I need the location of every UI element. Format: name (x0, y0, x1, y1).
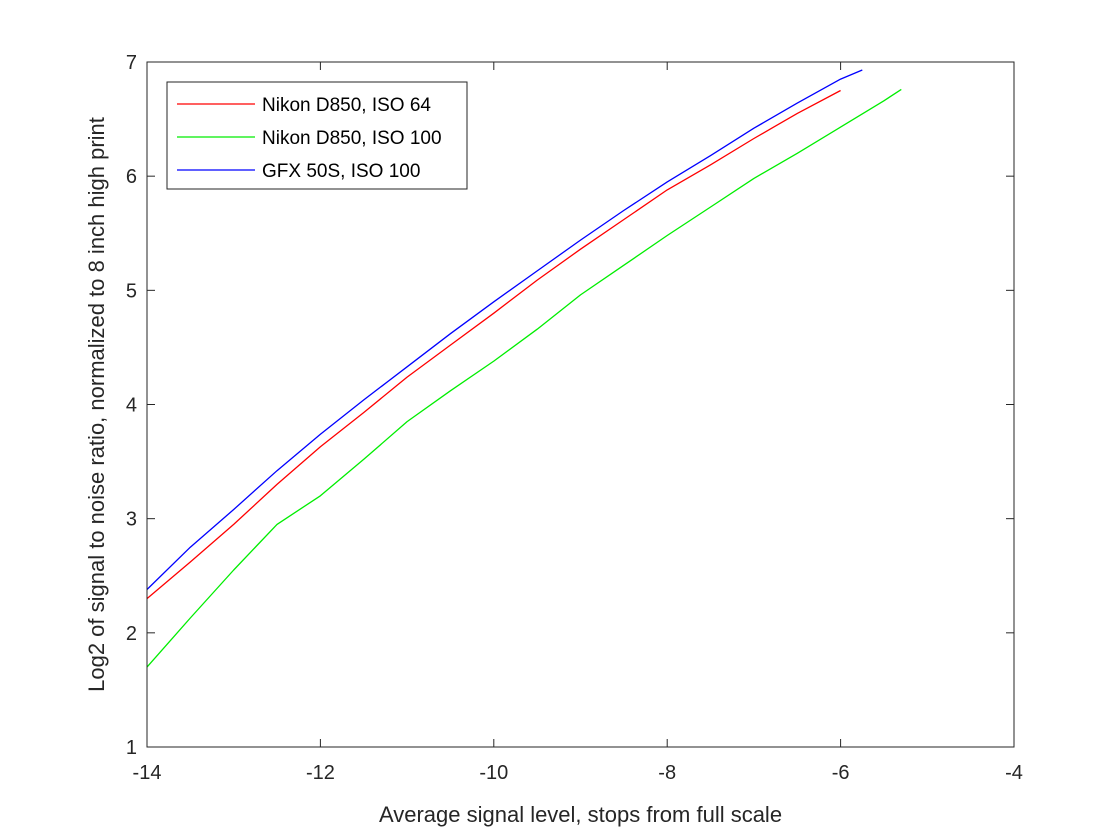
axes: -14 -12 -10 -8 -6 -4 1 2 3 4 5 6 7 (126, 52, 1023, 784)
y-axis-label: Log2 of signal to noise ratio, normalize… (84, 117, 109, 692)
legend-entry-label: GFX 50S, ISO 100 (262, 161, 420, 182)
legend-entry-label: Nikon D850, ISO 64 (262, 95, 431, 116)
x-tick-label: -8 (658, 762, 676, 784)
plot-area (146, 69, 902, 668)
y-tick-label: 5 (126, 280, 137, 302)
x-tick-label: -14 (133, 762, 162, 784)
y-tick-label: 7 (126, 52, 137, 74)
series-line-3 (146, 69, 863, 590)
x-tick-label: -6 (832, 762, 850, 784)
x-tick-label: -10 (479, 762, 508, 784)
series-line-2 (146, 88, 902, 668)
x-tick-label: -12 (306, 762, 335, 784)
legend-box (166, 81, 468, 190)
y-tick-label: 2 (126, 623, 137, 645)
legend: Nikon D850, ISO 64 Nikon D850, ISO 100 GFX… (166, 81, 468, 190)
y-tick-label: 1 (126, 737, 137, 759)
series-line-1 (146, 89, 841, 600)
y-tick-label: 6 (126, 166, 137, 188)
legend-entry-label: Nikon D850, ISO 100 (262, 128, 442, 149)
x-axis-label: Average signal level, stops from full sc… (379, 802, 782, 827)
y-tick-label: 3 (126, 509, 137, 531)
y-tick-label: 4 (126, 395, 137, 417)
x-tick-label: -4 (1005, 762, 1023, 784)
